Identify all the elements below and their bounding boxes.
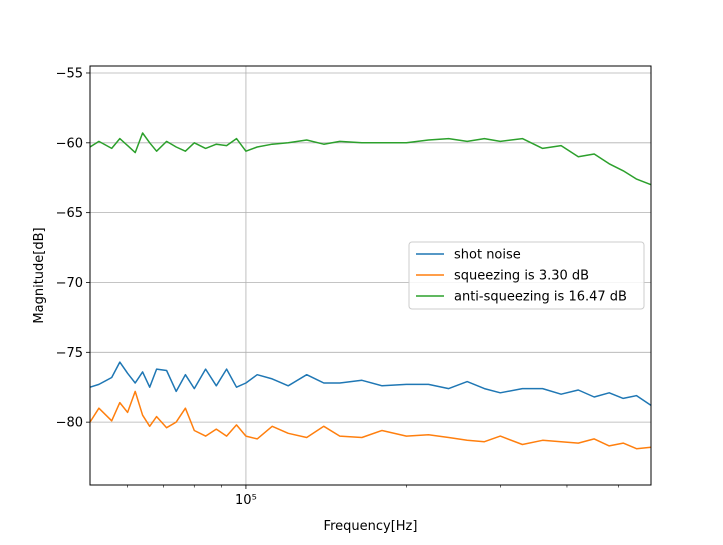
y-tick-label: −75 — [56, 346, 83, 361]
series-line-2 — [89, 390, 652, 450]
tick-layer: −55 −60 −65 −70 −75 −80 10⁵ — [56, 66, 619, 508]
y-tick-label: −55 — [56, 66, 83, 81]
legend-label: shot noise — [454, 248, 521, 263]
y-tick-label: −80 — [56, 416, 83, 431]
x-axis-label: Frequency[Hz] — [324, 519, 418, 534]
series-layer — [89, 132, 652, 450]
y-axis-label: Magnitude[dB] — [32, 227, 47, 323]
x-tick-label: 10⁵ — [235, 493, 257, 508]
series-line-1 — [89, 361, 652, 407]
legend-label: squeezing is 3.30 dB — [454, 269, 589, 284]
y-tick-label: −65 — [56, 206, 83, 221]
series-line-3 — [89, 132, 652, 186]
plot-frame — [89, 65, 652, 486]
legend-box — [408, 241, 645, 310]
y-tick-label: −70 — [56, 276, 83, 291]
legend-label: anti-squeezing is 16.47 dB — [454, 290, 627, 305]
y-tick-label: −60 — [56, 136, 83, 151]
legend: shot noise squeezing is 3.30 dB anti-squee… — [408, 241, 645, 310]
